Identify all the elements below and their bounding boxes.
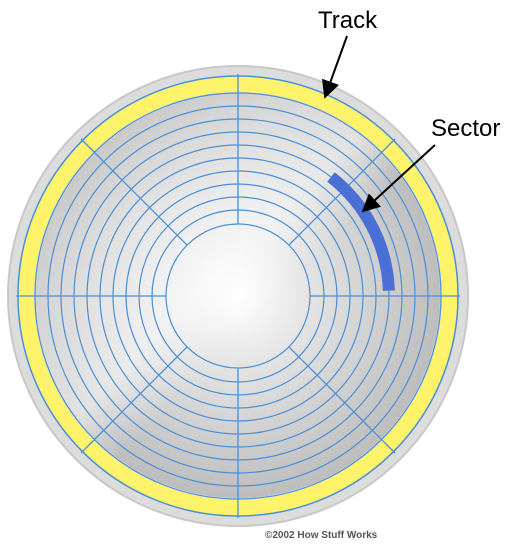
track-arrow bbox=[322, 35, 348, 99]
sector-line bbox=[288, 346, 396, 454]
copyright-credit: ©2002 How Stuff Works bbox=[265, 530, 378, 541]
sector-arrow bbox=[361, 144, 436, 213]
track-label: Track bbox=[318, 7, 378, 34]
sector-label: Sector bbox=[431, 115, 500, 142]
sector-highlight bbox=[327, 172, 395, 291]
sector-lines bbox=[16, 74, 460, 518]
sector-line bbox=[80, 138, 188, 246]
sector-line bbox=[80, 346, 188, 454]
